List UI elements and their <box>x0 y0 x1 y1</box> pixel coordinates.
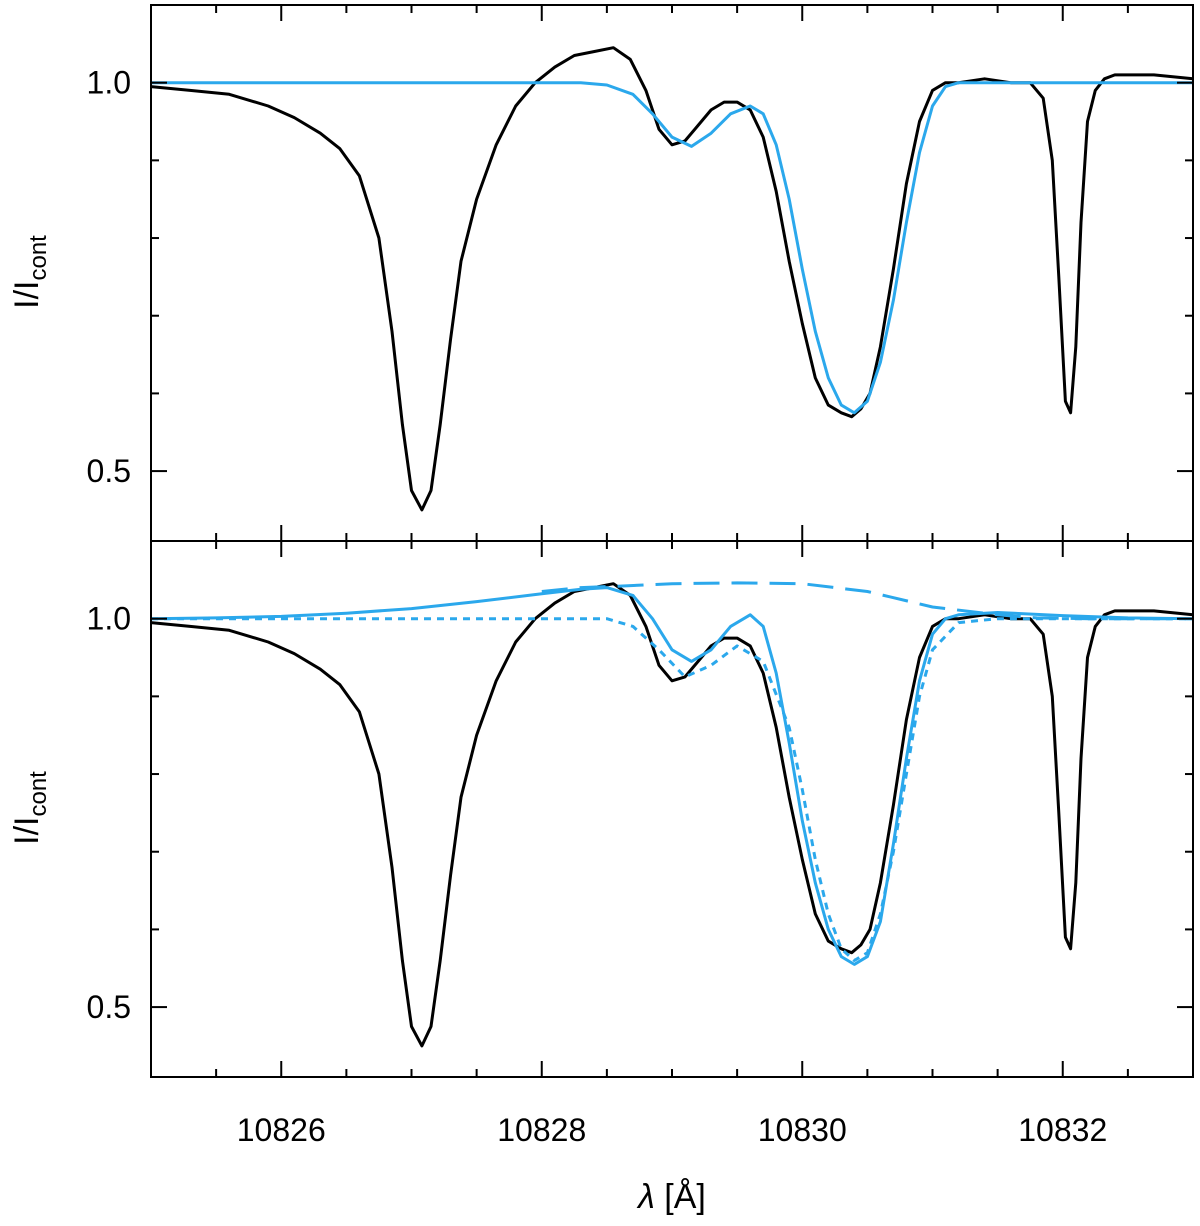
series-line-2 <box>151 81 1193 415</box>
y-tick-label: 1.0 <box>87 601 131 637</box>
x-tick-label: 10830 <box>758 1112 847 1148</box>
x-axis-label: λ [Å] <box>636 1178 706 1216</box>
x-tick-label: 10826 <box>237 1112 326 1148</box>
plot-frame <box>150 540 1194 1078</box>
y-axis-label-top: I/Icont <box>8 235 52 309</box>
series-line-4 <box>541 581 1193 621</box>
y-axis-label-bottom: I/Icont <box>8 771 52 845</box>
series-line-1 <box>150 582 1194 1048</box>
y-tick-label: 0.5 <box>87 989 131 1025</box>
top-panel: 1.0 0.5 <box>87 4 1194 542</box>
plot-frame <box>150 4 1194 542</box>
bottom-panel: 10826 10828 10830 10832 1.0 0.5 <box>87 540 1194 1148</box>
series-line-2 <box>150 586 1194 966</box>
y-tick-label: 1.0 <box>87 65 131 101</box>
y-tick-label: 0.5 <box>87 453 131 489</box>
x-tick-label: 10828 <box>497 1112 586 1148</box>
series-line-1 <box>150 46 1194 512</box>
series-line-3 <box>151 617 1193 962</box>
x-tick-label: 10832 <box>1018 1112 1107 1148</box>
